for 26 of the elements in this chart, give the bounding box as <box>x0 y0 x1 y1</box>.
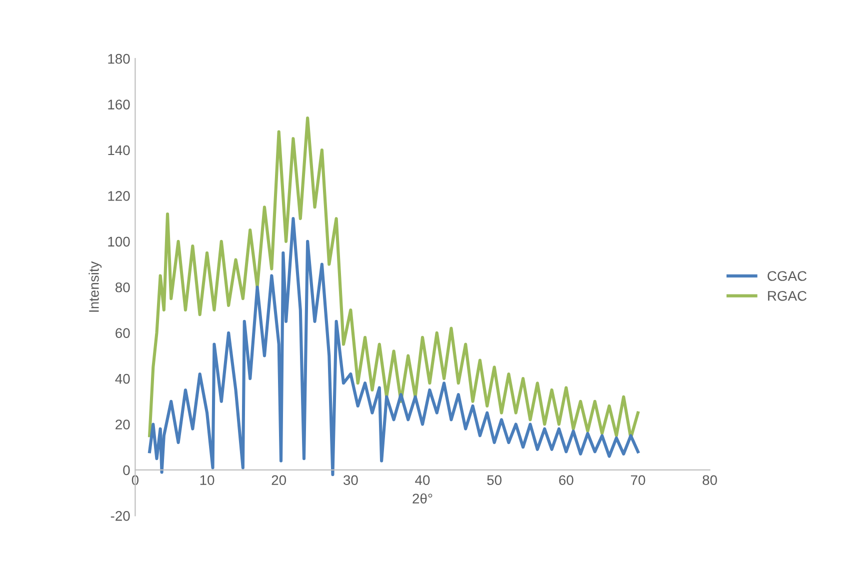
y-tick-label: 40 <box>115 374 130 384</box>
y-tick-label: 140 <box>108 145 130 156</box>
y-tick-label: 100 <box>108 236 130 247</box>
line-series <box>148 217 640 476</box>
y-tick-label: 120 <box>108 191 130 201</box>
x-tick-label: 20 <box>272 475 286 486</box>
y-tick-label: 60 <box>116 328 130 338</box>
x-tick-label: 50 <box>487 475 502 486</box>
y-axis-title: Intensity <box>88 261 102 312</box>
y-tick-label: 20 <box>116 420 130 430</box>
line-series <box>148 116 640 440</box>
x-tick-label: 10 <box>200 475 214 486</box>
y-tick-label: 0 <box>123 465 130 476</box>
legend-label: CGAC <box>768 271 807 281</box>
x-tick-label: 70 <box>630 475 646 486</box>
x-tick-label: 30 <box>343 475 358 486</box>
y-tick-label: 180 <box>108 54 130 64</box>
x-tick-label: 80 <box>702 475 717 486</box>
y-tick-label: 80 <box>115 282 130 292</box>
x-tick-label: 60 <box>559 475 574 486</box>
y-tick-label: -20 <box>110 511 130 521</box>
legend-label: RGAC <box>768 290 807 301</box>
x-tick-label: 40 <box>415 475 430 486</box>
y-tick-label: 160 <box>108 100 130 110</box>
x-axis-title: 2θ° <box>412 493 432 504</box>
x-tick-label: 0 <box>132 475 139 486</box>
